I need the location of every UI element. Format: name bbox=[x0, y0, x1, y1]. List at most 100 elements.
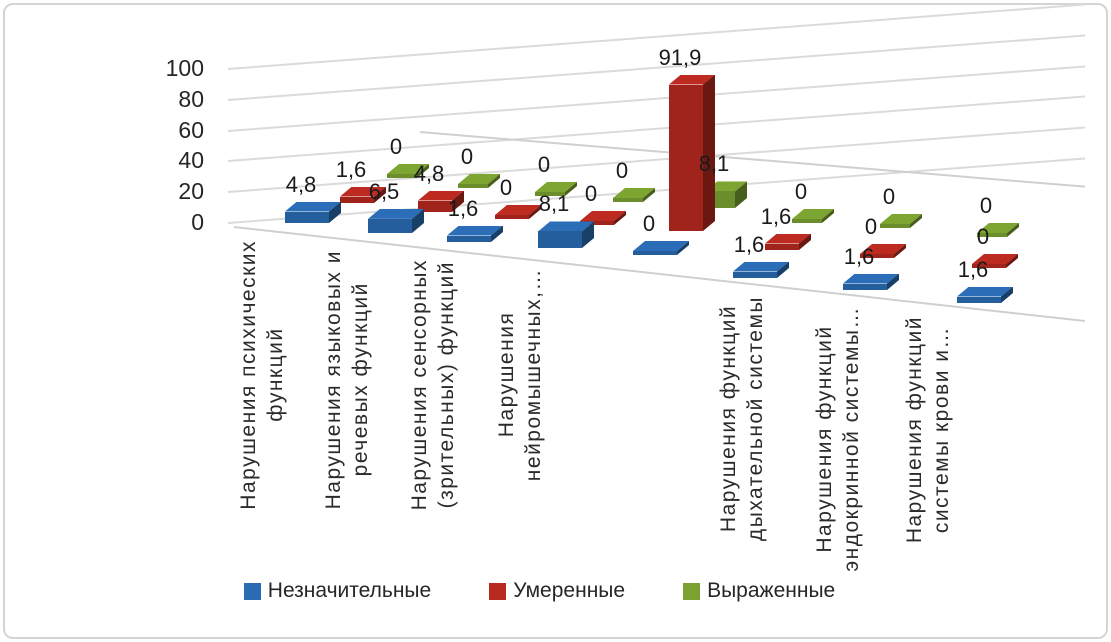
bar-top-face bbox=[368, 208, 424, 219]
bar-front-face bbox=[880, 224, 910, 228]
value-label: 1,6 bbox=[733, 231, 765, 257]
bar-top-face bbox=[538, 221, 594, 232]
y-tick-label: 20 bbox=[178, 178, 204, 205]
category-label: Нарушения функций дыхательной системы bbox=[717, 296, 767, 542]
bar-умеренные-c6 bbox=[765, 233, 811, 250]
value-label: 4,8 bbox=[285, 171, 317, 197]
bar-выраженные-c1 bbox=[387, 164, 429, 178]
bar-front-face bbox=[633, 251, 677, 255]
bar-top-face bbox=[535, 182, 577, 192]
bar-front-face bbox=[669, 84, 703, 231]
value-label: 8,1 bbox=[538, 191, 570, 217]
legend-label: Незначительные bbox=[267, 579, 432, 602]
bar-front-face bbox=[368, 218, 412, 233]
legend: Незначительные Умеренные Выраженные bbox=[0, 580, 1095, 602]
bar-front-face bbox=[613, 198, 643, 202]
legend-label: Выраженные bbox=[707, 579, 836, 602]
value-label: 0 bbox=[976, 224, 990, 249]
bar-front-face bbox=[957, 296, 1001, 303]
value-label: 0 bbox=[864, 214, 878, 239]
y-tick-label: 80 bbox=[178, 85, 204, 112]
bar-умеренные-c3 bbox=[495, 205, 541, 219]
legend-swatch-green-icon bbox=[683, 582, 701, 600]
bar-top-face bbox=[447, 225, 503, 236]
value-label: 0 bbox=[642, 211, 656, 236]
bar-front-face bbox=[860, 254, 894, 258]
bar-top-face bbox=[977, 223, 1019, 233]
bar-front-face bbox=[418, 200, 452, 212]
bar-умеренные-c8 bbox=[972, 254, 1018, 268]
bar-top-face bbox=[418, 190, 464, 201]
legend-swatch-blue-icon bbox=[243, 582, 261, 600]
bar-выраженные-c7 bbox=[880, 214, 922, 228]
value-label: 8,1 bbox=[698, 151, 730, 177]
bar-front-face bbox=[977, 233, 1007, 237]
value-label: 1,6 bbox=[957, 256, 989, 282]
bar-front-face bbox=[285, 211, 329, 223]
bar-выраженные-c4 bbox=[613, 188, 655, 202]
value-label: 0 bbox=[979, 193, 993, 218]
bar-front-face bbox=[495, 215, 529, 219]
value-label: 0 bbox=[499, 175, 513, 200]
gridline bbox=[228, 65, 1085, 132]
category-label: Нарушения языковых и речевых функций bbox=[322, 250, 372, 510]
bar-side-face bbox=[703, 74, 715, 231]
bar-незначительные-c3 bbox=[447, 225, 503, 242]
bar-top-face bbox=[957, 286, 1013, 297]
bar-front-face bbox=[458, 184, 488, 188]
value-label: 0 bbox=[584, 181, 598, 206]
bar-top-face bbox=[880, 214, 922, 224]
value-label: 0 bbox=[882, 184, 896, 209]
bar-front-face bbox=[535, 192, 565, 196]
bar-top-face bbox=[633, 241, 689, 251]
category-label: Нарушения функций эндокринной системы… bbox=[813, 306, 863, 572]
value-label: 0 bbox=[537, 152, 551, 177]
bar-top-face bbox=[580, 211, 626, 221]
y-tick-label: 40 bbox=[178, 147, 204, 174]
bar-выраженные-c8 bbox=[977, 223, 1019, 237]
legend-swatch-red-icon bbox=[489, 582, 507, 600]
legend-item: Выраженные bbox=[683, 580, 835, 602]
bar-top-face bbox=[860, 244, 906, 254]
legend-label: Умеренные bbox=[513, 579, 626, 602]
bar-умеренные-c2 bbox=[418, 190, 464, 212]
bar-front-face bbox=[792, 219, 822, 223]
bar-front-face bbox=[733, 271, 777, 278]
bar-front-face bbox=[580, 221, 614, 225]
bar-top-face bbox=[972, 254, 1018, 264]
bar-top-face bbox=[340, 186, 386, 197]
bar-незначительные-c2 bbox=[368, 208, 424, 233]
bar-незначительные-c4 bbox=[538, 221, 594, 248]
bar-front-face bbox=[843, 283, 887, 290]
value-label: 0 bbox=[794, 179, 808, 204]
bar-top-face bbox=[792, 209, 834, 219]
category-label: Нарушения сенсорных (зрительных) функций bbox=[408, 259, 458, 511]
value-label: 1,6 bbox=[760, 203, 792, 229]
bar-top-face bbox=[843, 273, 899, 284]
value-label: 0 bbox=[460, 144, 474, 169]
y-tick-label: 60 bbox=[178, 116, 204, 143]
bar-top-face bbox=[705, 181, 747, 192]
bar-front-face bbox=[538, 231, 582, 248]
bar-незначительные-c6 bbox=[733, 261, 789, 278]
y-tick-label: 0 bbox=[191, 209, 204, 235]
bar-top-face bbox=[495, 205, 541, 215]
category-label: Нарушения нейромышечных,… bbox=[495, 268, 545, 482]
value-label: 6,5 bbox=[368, 178, 400, 204]
y-tick-label: 100 bbox=[165, 55, 204, 81]
bar-незначительные-c7 bbox=[843, 273, 899, 290]
value-label: 0 bbox=[389, 134, 403, 159]
value-label: 0 bbox=[615, 158, 629, 183]
bar-top-face bbox=[669, 74, 715, 85]
bar-незначительные-c1 bbox=[285, 201, 341, 223]
bar-top-face bbox=[285, 201, 341, 212]
bar-выраженные-c6 bbox=[792, 209, 834, 223]
bar-top-face bbox=[733, 261, 789, 272]
bar-front-face bbox=[387, 174, 417, 178]
bar-незначительные-c8 bbox=[957, 286, 1013, 303]
category-label: Нарушения функций системы крови и… bbox=[903, 316, 953, 544]
legend-item: Незначительные bbox=[243, 579, 432, 602]
bar-front-face bbox=[972, 264, 1006, 268]
